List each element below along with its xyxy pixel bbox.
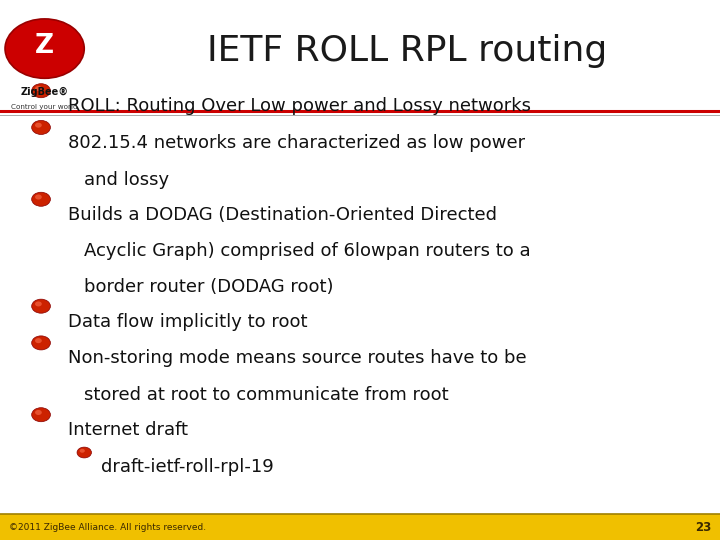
Text: Control your world: Control your world (12, 104, 78, 110)
Circle shape (32, 408, 50, 422)
Text: Z: Z (35, 33, 54, 59)
Text: Builds a DODAG (Destination-Oriented Directed: Builds a DODAG (Destination-Oriented Dir… (68, 206, 498, 224)
Bar (0, 514, 720, 540)
Circle shape (80, 449, 85, 453)
Text: and lossy: and lossy (84, 171, 169, 188)
Circle shape (35, 194, 42, 200)
Text: stored at root to communicate from root: stored at root to communicate from root (84, 386, 449, 404)
Circle shape (32, 192, 50, 206)
Text: Data flow implicitly to root: Data flow implicitly to root (68, 313, 308, 330)
Circle shape (32, 336, 50, 350)
Text: IETF ROLL RPL routing: IETF ROLL RPL routing (207, 35, 607, 68)
Circle shape (5, 19, 84, 78)
Circle shape (77, 447, 91, 458)
Circle shape (35, 86, 42, 91)
Circle shape (35, 123, 42, 128)
Text: Internet draft: Internet draft (68, 421, 189, 439)
Circle shape (35, 410, 42, 415)
Circle shape (32, 84, 50, 98)
Text: 802.15.4 networks are characterized as low power: 802.15.4 networks are characterized as l… (68, 134, 526, 152)
Text: border router (DODAG root): border router (DODAG root) (84, 278, 334, 295)
Text: draft-ietf-roll-rpl-19: draft-ietf-roll-rpl-19 (101, 458, 274, 476)
Circle shape (35, 338, 42, 343)
Text: Acyclic Graph) comprised of 6lowpan routers to a: Acyclic Graph) comprised of 6lowpan rout… (84, 242, 531, 260)
Text: ROLL: Routing Over Low power and Lossy networks: ROLL: Routing Over Low power and Lossy n… (68, 97, 531, 115)
Text: Non-storing mode means source routes have to be: Non-storing mode means source routes hav… (68, 349, 527, 367)
Circle shape (35, 301, 42, 307)
Text: ©2011 ZigBee Alliance. All rights reserved.: ©2011 ZigBee Alliance. All rights reserv… (9, 523, 206, 531)
Text: 23: 23 (695, 521, 711, 534)
Circle shape (32, 120, 50, 134)
Text: ZigBee®: ZigBee® (21, 87, 68, 97)
Circle shape (32, 299, 50, 313)
